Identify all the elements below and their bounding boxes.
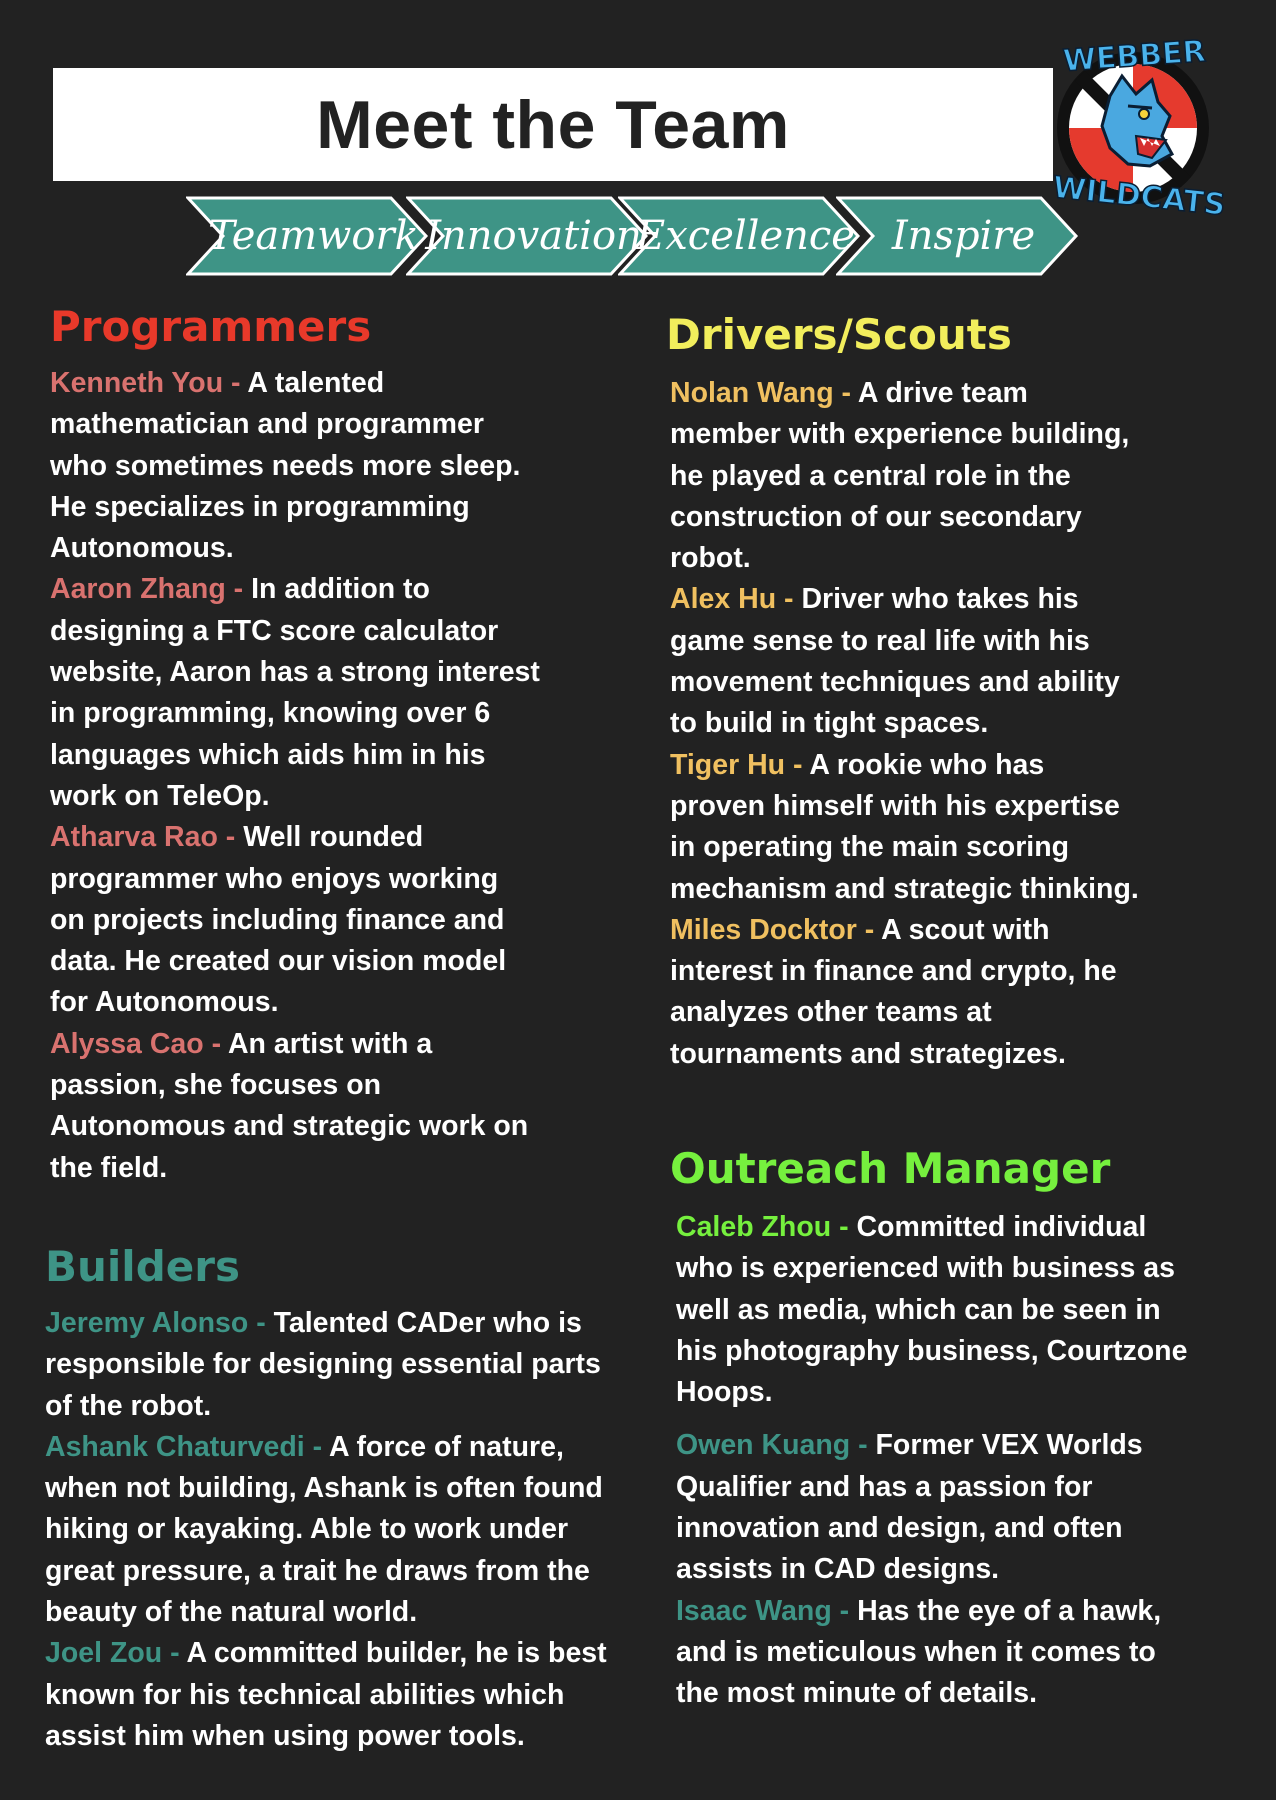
value-chevron: Excellence: [618, 196, 863, 276]
member-bio: A committed builder, he is best known fo…: [45, 1637, 607, 1752]
member-bio: In addition to designing a FTC score cal…: [50, 573, 540, 812]
member-name: Alex Hu -: [670, 583, 802, 616]
values-banner: Teamwork Innovation Excellence Inspire: [186, 196, 1079, 276]
member-name: Isaac Wang -: [676, 1594, 858, 1627]
member-bio: Driver who takes his game sense to real …: [670, 583, 1120, 740]
value-chevron: Inspire: [836, 196, 1081, 276]
builders-section: Builders Jeremy Alonso - Talented CADer …: [45, 1242, 635, 1757]
member-bio: A talented mathematician and programmer …: [50, 367, 521, 565]
svg-text:WEBBER: WEBBER: [1062, 36, 1207, 79]
member-name: Joel Zou -: [45, 1637, 187, 1670]
member-name: Aaron Zhang -: [50, 573, 252, 606]
member-bio: A scout with interest in finance and cry…: [670, 913, 1117, 1070]
member-bio: Has the eye of a hawk, and is meticulous…: [676, 1594, 1162, 1710]
member-name: Atharva Rao -: [50, 821, 244, 854]
member-entry: Nolan Wang - A drive team member with ex…: [670, 373, 1146, 579]
member-name: Tiger Hu -: [670, 748, 810, 781]
member-name: Caleb Zhou -: [676, 1211, 857, 1243]
member-entry: Tiger Hu - A rookie who has proven himse…: [670, 745, 1146, 910]
member-entry: Isaac Wang - Has the eye of a hawk, and …: [676, 1591, 1200, 1715]
team-logo: WEBBER WILDCATS: [1040, 33, 1230, 223]
member-bio: Former VEX Worlds Qualifier and has a pa…: [676, 1429, 1143, 1586]
section-heading: Drivers/Scouts: [666, 310, 1012, 359]
member-bio: A rookie who has proven himself with his…: [670, 748, 1139, 905]
member-bio: A force of nature, when not building, As…: [45, 1430, 603, 1629]
value-chevron: Innovation: [406, 196, 651, 276]
member-entry: Atharva Rao - Well rounded programmer wh…: [50, 817, 540, 1023]
value-label: Innovation: [425, 213, 642, 259]
outreach-section: Outreach Manager Caleb Zhou - Committed …: [670, 1144, 1200, 1715]
member-entry: Jeremy Alonso - Talented CADer who is re…: [45, 1303, 635, 1427]
member-bio: An artist with a passion, she focuses on…: [50, 1027, 529, 1184]
section-heading: Outreach Manager: [670, 1144, 1111, 1193]
member-entry: Aaron Zhang - In addition to designing a…: [50, 569, 540, 817]
member-entry: Caleb Zhou - Committed individual who is…: [676, 1207, 1200, 1413]
member-name: Nolan Wang -: [670, 377, 858, 409]
member-bio: Well rounded programmer who enjoys worki…: [50, 821, 507, 1019]
member-name: Jeremy Alonso -: [45, 1307, 274, 1339]
member-name: Kenneth You -: [50, 367, 248, 399]
programmers-section: Programmers Kenneth You - A talented mat…: [50, 302, 540, 1189]
wildcat-head-icon: [1100, 73, 1175, 168]
value-label: Teamwork: [208, 213, 419, 259]
member-entry: Alex Hu - Driver who takes his game sens…: [670, 579, 1146, 744]
drivers-section: Drivers/Scouts Nolan Wang - A drive team…: [666, 310, 1146, 1075]
section-heading: Programmers: [50, 302, 372, 351]
page-title: Meet the Team: [316, 86, 790, 163]
member-entry: Alyssa Cao - An artist with a passion, s…: [50, 1024, 540, 1189]
value-chevron: Teamwork: [186, 196, 431, 276]
member-bio: Talented CADer who is responsible for de…: [45, 1307, 601, 1422]
member-bio: Committed individual who is experienced …: [676, 1211, 1188, 1409]
section-heading: Builders: [45, 1242, 240, 1291]
member-entry: Kenneth You - A talented mathematician a…: [50, 363, 540, 569]
member-name: Ashank Chaturvedi -: [45, 1430, 329, 1463]
member-name: Alyssa Cao -: [50, 1027, 228, 1060]
member-entry: Joel Zou - A committed builder, he is be…: [45, 1633, 635, 1757]
title-banner: Meet the Team: [53, 68, 1053, 181]
member-entry: Ashank Chaturvedi - A force of nature, w…: [45, 1427, 635, 1633]
member-entry: Owen Kuang - Former VEX Worlds Qualifier…: [676, 1425, 1200, 1590]
member-entry: Miles Docktor - A scout with interest in…: [670, 910, 1146, 1075]
value-label: Inspire: [891, 213, 1036, 259]
member-name: Owen Kuang -: [676, 1429, 876, 1462]
value-label: Excellence: [636, 213, 855, 259]
member-bio: A drive team member with experience buil…: [670, 377, 1130, 575]
member-name: Miles Docktor -: [670, 913, 882, 946]
